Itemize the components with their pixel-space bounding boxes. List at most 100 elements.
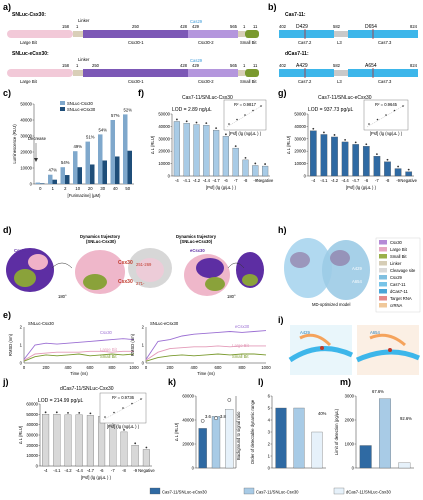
j-ytick-label: 40000 [26, 422, 38, 427]
panel-b-label: b) [268, 2, 277, 12]
panel-a-label: a) [3, 2, 11, 12]
d-rotate-arrow-1 [51, 262, 73, 269]
bottom-legend-label: dCas7-11/SNLuc-Csx30 [346, 490, 392, 495]
j-xtick-label: Negative [138, 468, 155, 473]
panel-i-label: i) [278, 315, 284, 325]
c-bar [123, 114, 128, 184]
f-bar [262, 165, 269, 177]
c-bar [35, 182, 40, 184]
g-ylabel: Δ L (RLU) [286, 135, 291, 154]
e-right-ytick-label: 1 [142, 343, 145, 348]
g-bar [405, 171, 413, 177]
c-decrease: Decrease [28, 136, 47, 141]
g-ytick-label: 50000 [294, 112, 306, 117]
e-right-ytick-label: 2 [142, 325, 145, 330]
g-inset-point [393, 109, 396, 112]
chart-g: 0 10000 20000 30000 40000 50000 Δ L (RLU) -4 -4.… [286, 99, 418, 190]
m-ytick-label: 1000 [345, 442, 355, 447]
c-pct-label: 51% [86, 135, 95, 140]
h-legend-label: Target RNA [390, 296, 412, 301]
d-rot2: 180° [227, 294, 236, 299]
b-r1-seg3 [348, 30, 418, 38]
a-r2-1b: 1 [243, 63, 246, 68]
d-blob-1-large [28, 254, 48, 270]
c-bar [85, 141, 90, 184]
a-r1-csx1-bar [83, 30, 188, 38]
bottom-legend-label: Cas7-11/SNLuc-eCsx30 [162, 490, 208, 495]
g-ytick-label: 30000 [294, 136, 306, 141]
e-right-ylabel: RMSD (nm) [130, 333, 135, 356]
f-point [225, 133, 227, 136]
g-lod: LOD = 937.73 pg/μL [308, 107, 353, 113]
panel-k: k) 0 20000 40000 60000 Δ L (RLU) 3.6 3.8 Bac… [168, 377, 241, 471]
panel-l-label: l) [258, 377, 264, 387]
k-ytick-label: 40000 [182, 418, 194, 423]
k-ratio-point [227, 398, 232, 402]
f-bar [193, 124, 200, 177]
f-xtick-label: -9 [253, 178, 257, 183]
h-legend-swatch [379, 289, 387, 294]
panel-h-label: h) [278, 225, 287, 235]
m-ylabel: Limit of detection (pg/μL) [334, 408, 339, 455]
g-bar [341, 141, 349, 177]
k-ytick-label: 60000 [182, 394, 194, 399]
f-bar [173, 121, 180, 177]
g-xtick-label: -8 [386, 178, 390, 183]
panel-k-label: k) [168, 377, 176, 387]
a-r1-429: 429 [192, 24, 200, 29]
a-r1-smallbit-bar [245, 30, 259, 38]
e-right-xlabel: Time (ns) [197, 371, 215, 376]
a-r2-largebit-bar [7, 69, 73, 77]
j-inset-point [104, 416, 106, 418]
g-xtick-label: -6 [364, 178, 368, 183]
b-r2-824: 824 [410, 63, 418, 68]
j-inset-point [131, 402, 133, 405]
i-right-site [388, 348, 392, 352]
j-point [145, 446, 148, 449]
c-bar [77, 167, 82, 184]
f-lod: LOD = 2.89 ng/μL [172, 107, 212, 113]
f-point [264, 163, 266, 165]
e-right-xtick-label: 0 [145, 365, 148, 370]
j-point [134, 442, 137, 445]
d-blob-5-small [242, 274, 258, 286]
b-r2-seg1-label: Cas7.2 [298, 79, 312, 84]
a-r2-158: 158 [62, 63, 70, 68]
chart-k: 0 20000 40000 60000 Δ L (RLU) [174, 394, 237, 471]
e-left-series-line [23, 353, 135, 362]
panel-c: c) 0 10000 20000 30000 40000 50000 Luminescenc… [3, 88, 134, 198]
m-ann2: 92.6% [400, 416, 412, 421]
e-left-xlabel: Time (ns) [70, 371, 88, 376]
l-bar [311, 431, 323, 469]
c-pct-label: 47% [49, 168, 58, 173]
panel-f-label: f) [138, 88, 144, 98]
k-bar [211, 416, 221, 469]
j-xtick-label: -4.7 [87, 468, 95, 473]
g-title: Cas7-11/SNLuc-eCsx30 [318, 95, 372, 101]
panel-m: m) 0 1000 2000 3000 Limit of detection (pg/μ… [334, 377, 414, 471]
g-inset-xlabel: [Psf] (lg (ng/μL ) ) [370, 131, 403, 136]
l-ytick-label: 1 [268, 454, 271, 459]
a-r1-csx2-bar [188, 30, 238, 38]
e-left-series-line [23, 350, 134, 361]
j-ytick-label: 60000 [26, 402, 38, 407]
j-point [123, 429, 125, 431]
h-legend-swatch [379, 282, 387, 287]
j-point [44, 411, 47, 414]
c-pct-label: 54% [99, 127, 108, 132]
g-bar [394, 168, 402, 177]
f-xtick-label: -8 [244, 178, 248, 183]
d-csx30a-sub: 251-269 [136, 262, 152, 267]
k-ann2: 3.8 [220, 414, 226, 419]
g-bar [320, 134, 328, 177]
c-bar [127, 150, 132, 184]
j-xtick-label: -9 [133, 468, 137, 473]
g-point [407, 168, 410, 171]
b-r2-mut2: A654 [365, 63, 377, 69]
g-inset-point [402, 105, 404, 107]
e-right-title: SNLuc-eCsx30 [150, 321, 179, 326]
panel-j: j) dCas7-11/SNLuc-Csx30 0 10000 20000 30000… [2, 377, 155, 480]
b-r1-name: Cas7-11: [285, 12, 306, 18]
c-ytick-label: 20000 [20, 150, 32, 155]
h-protein-right-core [330, 250, 350, 266]
